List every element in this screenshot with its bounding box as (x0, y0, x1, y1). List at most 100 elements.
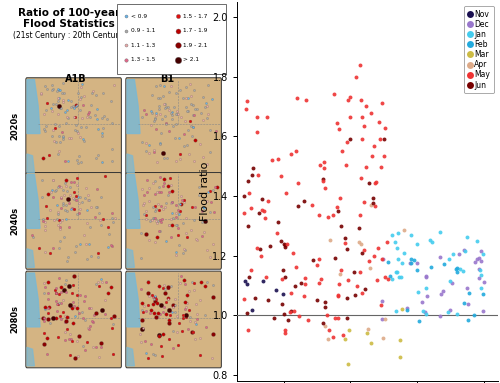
Polygon shape (127, 273, 140, 327)
Point (336, 271, 344, 277)
Point (341, 241, 349, 247)
Point (360, 123, 368, 129)
Point (312, 297, 320, 303)
Point (339, 332, 347, 338)
Point (319, 178, 327, 184)
Point (477, 258, 485, 264)
Point (322, 304, 330, 311)
Point (478, 248, 486, 254)
Point (342, 315, 350, 321)
Point (408, 232, 416, 238)
Point (422, 285, 430, 291)
Point (292, 264, 300, 270)
Point (292, 283, 300, 289)
Point (242, 281, 250, 287)
Point (454, 269, 462, 275)
Point (310, 257, 318, 263)
Point (282, 244, 290, 250)
Point (378, 298, 386, 304)
Point (367, 110, 375, 116)
FancyBboxPatch shape (117, 4, 226, 74)
Point (360, 199, 368, 205)
Point (479, 291, 487, 297)
Point (390, 239, 398, 245)
Point (246, 274, 254, 280)
Point (370, 180, 378, 186)
Point (247, 205, 255, 211)
Point (294, 180, 302, 186)
Point (337, 223, 345, 229)
Point (294, 203, 302, 210)
Point (436, 313, 444, 319)
FancyBboxPatch shape (26, 172, 122, 269)
Point (465, 290, 473, 296)
Point (473, 256, 481, 262)
Point (436, 291, 444, 297)
Point (293, 95, 301, 101)
Point (338, 147, 346, 154)
Point (363, 331, 371, 337)
Point (460, 300, 468, 306)
Point (278, 267, 286, 273)
Point (248, 307, 256, 313)
Text: 0.9 - 1.1: 0.9 - 1.1 (131, 28, 156, 33)
Text: B1: B1 (160, 74, 174, 84)
Point (342, 295, 350, 301)
Point (346, 327, 354, 333)
Point (439, 288, 447, 295)
Point (377, 302, 385, 308)
Point (450, 251, 458, 257)
Point (300, 293, 308, 300)
Point (463, 285, 471, 291)
Point (288, 308, 296, 314)
Point (280, 311, 288, 318)
Point (247, 267, 255, 273)
Polygon shape (27, 80, 40, 134)
Text: 1.5 - 1.7: 1.5 - 1.7 (183, 14, 208, 19)
Point (392, 269, 400, 275)
Text: Flood Statistics: Flood Statistics (24, 19, 115, 29)
Point (422, 309, 430, 315)
Point (370, 203, 378, 209)
Point (422, 274, 430, 280)
Point (280, 330, 288, 336)
Point (381, 125, 389, 131)
Point (244, 327, 252, 333)
Point (356, 62, 364, 68)
Polygon shape (27, 273, 40, 327)
Point (324, 214, 332, 220)
Text: > 2.1: > 2.1 (183, 57, 199, 62)
Point (346, 136, 354, 142)
Point (464, 317, 471, 323)
Point (394, 269, 402, 275)
Point (400, 250, 408, 256)
Point (372, 179, 380, 185)
Text: 1.3 - 1.5: 1.3 - 1.5 (131, 57, 156, 62)
Point (436, 229, 444, 236)
Point (344, 97, 351, 103)
Point (470, 312, 478, 318)
Polygon shape (27, 347, 34, 366)
Point (427, 264, 435, 270)
Point (470, 259, 478, 265)
Polygon shape (27, 154, 34, 172)
Point (346, 114, 354, 120)
Point (258, 207, 266, 213)
Point (272, 287, 280, 293)
Point (346, 94, 354, 100)
Point (356, 269, 364, 275)
Point (282, 190, 290, 196)
Point (326, 237, 334, 243)
Point (315, 280, 323, 286)
Point (395, 274, 403, 280)
Polygon shape (127, 249, 134, 267)
Point (394, 255, 402, 262)
Point (308, 202, 316, 208)
Point (364, 326, 372, 332)
Point (400, 227, 407, 233)
Point (342, 162, 350, 168)
Point (300, 198, 308, 205)
Point (414, 241, 422, 247)
Point (278, 276, 286, 282)
Point (382, 316, 390, 322)
